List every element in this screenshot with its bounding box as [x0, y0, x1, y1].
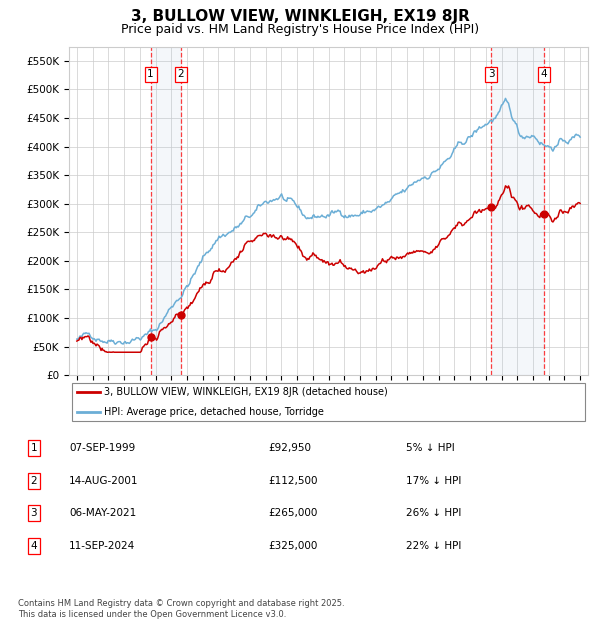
Text: 4: 4	[31, 541, 37, 551]
Text: £265,000: £265,000	[269, 508, 318, 518]
Text: Contains HM Land Registry data © Crown copyright and database right 2025.
This d: Contains HM Land Registry data © Crown c…	[18, 600, 344, 619]
Text: 17% ↓ HPI: 17% ↓ HPI	[406, 476, 461, 485]
Text: 11-SEP-2024: 11-SEP-2024	[70, 541, 136, 551]
Text: 3, BULLOW VIEW, WINKLEIGH, EX19 8JR: 3, BULLOW VIEW, WINKLEIGH, EX19 8JR	[131, 9, 469, 24]
Text: Price paid vs. HM Land Registry's House Price Index (HPI): Price paid vs. HM Land Registry's House …	[121, 23, 479, 36]
Bar	[151, 46, 181, 375]
Text: £325,000: £325,000	[269, 541, 318, 551]
Text: 3, BULLOW VIEW, WINKLEIGH, EX19 8JR (detached house): 3, BULLOW VIEW, WINKLEIGH, EX19 8JR (det…	[104, 387, 388, 397]
Text: 26% ↓ HPI: 26% ↓ HPI	[406, 508, 461, 518]
Text: 14-AUG-2001: 14-AUG-2001	[70, 476, 139, 485]
FancyBboxPatch shape	[71, 383, 586, 421]
Text: £92,950: £92,950	[269, 443, 312, 453]
Text: 07-SEP-1999: 07-SEP-1999	[70, 443, 136, 453]
Bar	[491, 46, 544, 375]
Text: 3: 3	[31, 508, 37, 518]
Text: 22% ↓ HPI: 22% ↓ HPI	[406, 541, 461, 551]
Text: 1: 1	[148, 69, 154, 79]
Text: 2: 2	[31, 476, 37, 485]
Text: £112,500: £112,500	[269, 476, 319, 485]
Text: 3: 3	[488, 69, 494, 79]
Text: HPI: Average price, detached house, Torridge: HPI: Average price, detached house, Torr…	[104, 407, 324, 417]
Text: 1: 1	[31, 443, 37, 453]
Text: 06-MAY-2021: 06-MAY-2021	[70, 508, 137, 518]
Text: 2: 2	[178, 69, 184, 79]
Text: 4: 4	[541, 69, 547, 79]
Text: 5% ↓ HPI: 5% ↓ HPI	[406, 443, 454, 453]
